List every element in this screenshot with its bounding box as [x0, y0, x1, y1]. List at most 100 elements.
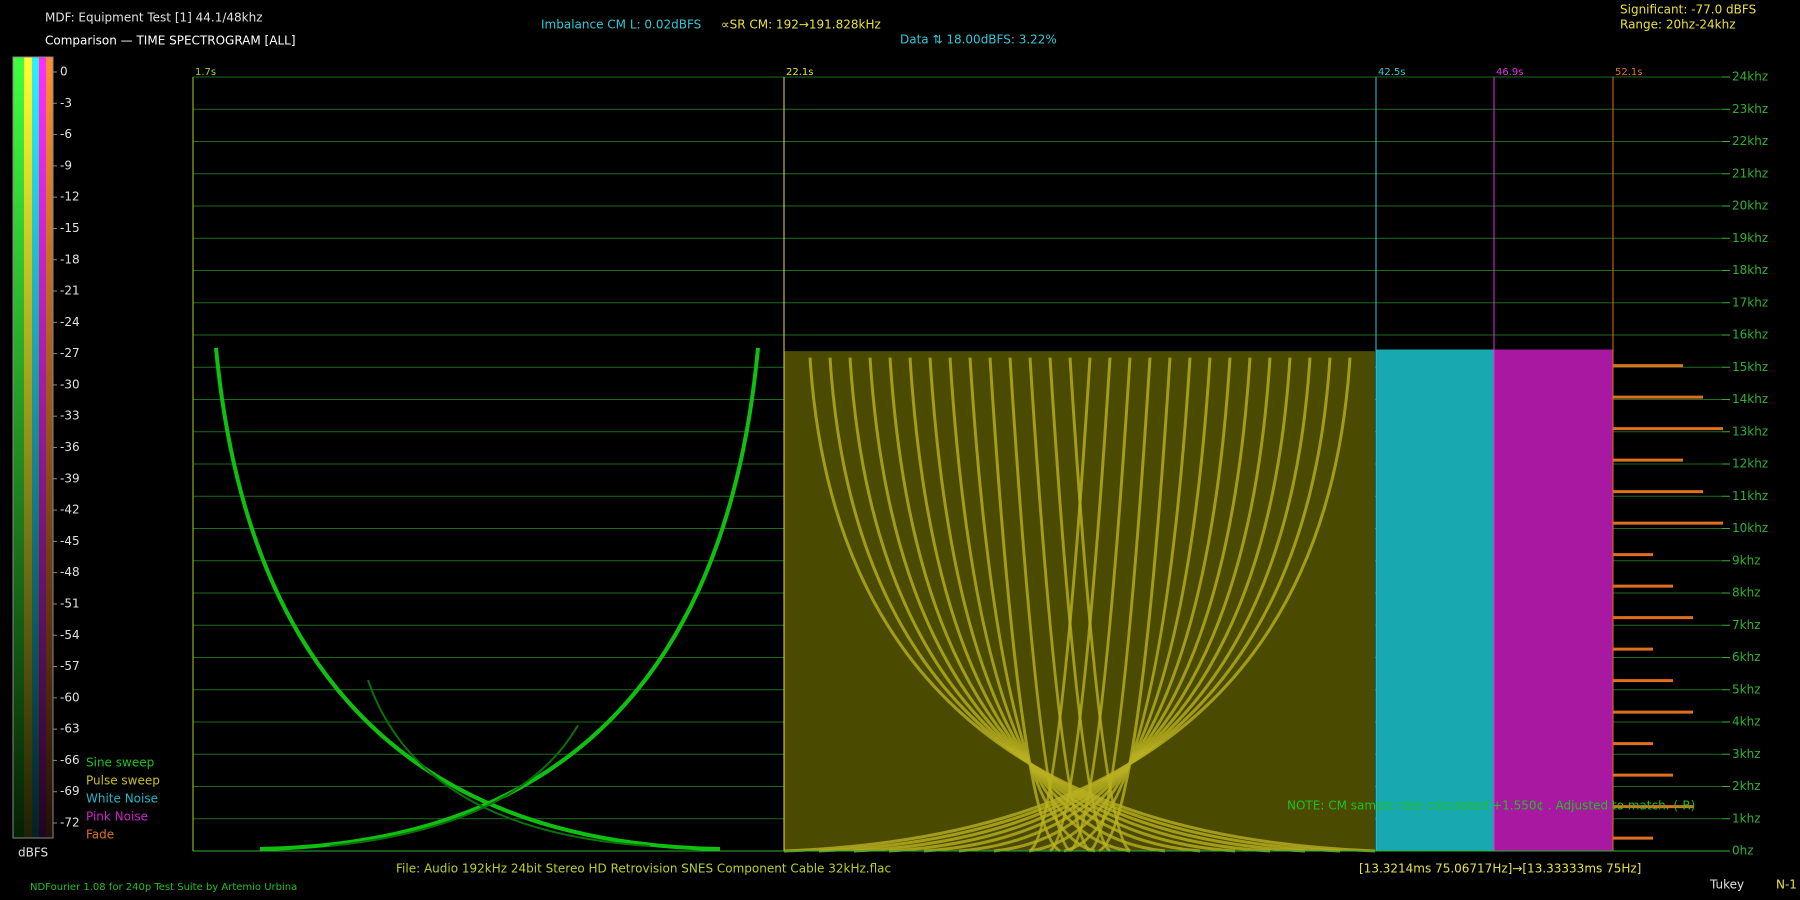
y-tick-label: 11khz: [1732, 489, 1768, 503]
y-tick-label: 13khz: [1732, 424, 1768, 438]
y-tick-label: 0hz: [1732, 844, 1754, 858]
colorbar-tick-label: -6: [60, 127, 72, 141]
y-tick-label: 12khz: [1732, 457, 1768, 471]
y-tick-label: 9khz: [1732, 553, 1761, 567]
y-tick-label: 6khz: [1732, 650, 1761, 664]
colorbar-tick-label: -9: [60, 158, 72, 172]
y-tick-label: 3khz: [1732, 747, 1761, 761]
colorbar-tick-label: -39: [60, 471, 80, 485]
y-tick-label: 8khz: [1732, 586, 1761, 600]
pulse-arc: [828, 357, 1341, 853]
legend-entry: Pulse sweep: [86, 774, 160, 788]
colorbar-tick-label: -27: [60, 346, 80, 360]
y-tick-label: 21khz: [1732, 166, 1768, 180]
window-type: Tukey: [1709, 878, 1744, 892]
sine-sweep: [259, 347, 760, 851]
colorbar-tick-label: -60: [60, 690, 80, 704]
time-marker-label: 46.9s: [1496, 67, 1523, 78]
colorbar-tick-label: -48: [60, 565, 80, 579]
timing: [13.3214ms 75.06717Hz]→[13.33333ms 75Hz]: [1359, 862, 1641, 876]
data-info: Data ⇅ 18.00dBFS: 3.22%: [900, 33, 1057, 47]
y-tick-label: 10khz: [1732, 521, 1768, 535]
y-tick-label: 24khz: [1732, 70, 1768, 84]
colorbar-tick-label: -57: [60, 659, 80, 673]
pulse-arc: [888, 357, 1236, 853]
colorbar-tick-label: -21: [60, 284, 80, 298]
pink-noise-region: [1494, 349, 1613, 851]
colorbar-tick-label: -18: [60, 252, 80, 266]
pulse-arc: [1088, 357, 1152, 853]
y-tick-label: 15khz: [1732, 360, 1768, 374]
pulse-arc: [818, 357, 1332, 853]
pulse-arc: [923, 357, 1272, 853]
y-tick-label: 20khz: [1732, 199, 1768, 213]
extra: N-1: [1776, 878, 1797, 892]
legend-entry: White Noise: [86, 792, 158, 806]
pulse-arc: [1008, 357, 1072, 853]
colorbar-tick-label: -12: [60, 190, 80, 204]
y-tick-label: 1khz: [1732, 811, 1761, 825]
colorbar-band: [32, 57, 39, 838]
y-tick-label: 14khz: [1732, 392, 1768, 406]
y-tick-label: 4khz: [1732, 715, 1761, 729]
pulse-arc: [908, 357, 1201, 853]
time-marker-label: 22.1s: [786, 67, 813, 78]
y-tick-label: 5khz: [1732, 682, 1761, 696]
colorbar-band: [46, 57, 53, 838]
colorbar-tick-label: -54: [60, 628, 80, 642]
pulse-arc: [848, 357, 1306, 853]
colorbar-tick-label: -63: [60, 722, 80, 736]
colorbar-band: [39, 57, 46, 838]
time-marker-label: 42.5s: [1378, 67, 1405, 78]
plot-area: [192, 76, 1730, 853]
legend-entry: Sine sweep: [86, 756, 154, 770]
pulse-arc: [1028, 357, 1092, 853]
pulse-arc: [888, 357, 1292, 853]
subtitle: Comparison — TIME SPECTROGRAM [ALL]: [45, 34, 296, 48]
colorbar-tick-label: -36: [60, 440, 80, 454]
pulse-arc: [968, 357, 1096, 853]
time-marker-label: 52.1s: [1615, 67, 1642, 78]
y-tick-label: 17khz: [1732, 295, 1768, 309]
legend-entry: Fade: [86, 828, 114, 842]
colorbar-tick-label: -30: [60, 377, 80, 391]
pulse-arc: [988, 357, 1061, 853]
colorbar-unit: dBFS: [18, 846, 48, 860]
significant: Significant: -77.0 dBFS: [1620, 3, 1756, 17]
pulse-arc: [1098, 357, 1172, 853]
legend-entry: Pink Noise: [86, 810, 148, 824]
colorbar-tick-label: -3: [60, 96, 72, 110]
colorbar-tick-label: -72: [60, 816, 80, 830]
note: NOTE: CM sample rate calculated +1.550¢ …: [1287, 799, 1695, 813]
pulse-arc: [1048, 357, 1112, 853]
pulse-arc: [1063, 357, 1192, 853]
sine-sweep: [214, 347, 721, 851]
pulse-arc: [808, 357, 1376, 853]
colorbar-tick-label: -45: [60, 534, 80, 548]
pulse-arc: [868, 357, 1271, 853]
colorbar-tick-label: -33: [60, 409, 80, 423]
colorbar-tick-label: -69: [60, 784, 80, 798]
time-marker-label: 1.7s: [195, 67, 216, 78]
file-name: File: Audio 192kHz 24bit Stereo HD Retro…: [396, 862, 891, 876]
pulse-arc: [783, 357, 1352, 853]
sine-harmonic: [367, 679, 651, 847]
credit: NDFourier 1.08 for 240p Test Suite by Ar…: [30, 882, 297, 893]
y-tick-label: 7khz: [1732, 618, 1761, 632]
y-tick-label: 2khz: [1732, 779, 1761, 793]
y-tick-label: 19khz: [1732, 231, 1768, 245]
white-noise-region: [1376, 349, 1494, 851]
pulse-arc: [958, 357, 1252, 853]
colorbar-tick-label: 0: [60, 65, 68, 79]
colorbar-band: [24, 57, 32, 838]
sine-harmonic: [329, 724, 579, 847]
y-tick-label: 22khz: [1732, 134, 1768, 148]
colorbar-tick-label: -24: [60, 315, 80, 329]
y-tick-label: 18khz: [1732, 263, 1768, 277]
colorbar-tick-label: -15: [60, 221, 80, 235]
colorbar-tick-label: -66: [60, 753, 80, 767]
pulse-arc: [1068, 357, 1132, 853]
colorbar-band: [13, 57, 24, 838]
